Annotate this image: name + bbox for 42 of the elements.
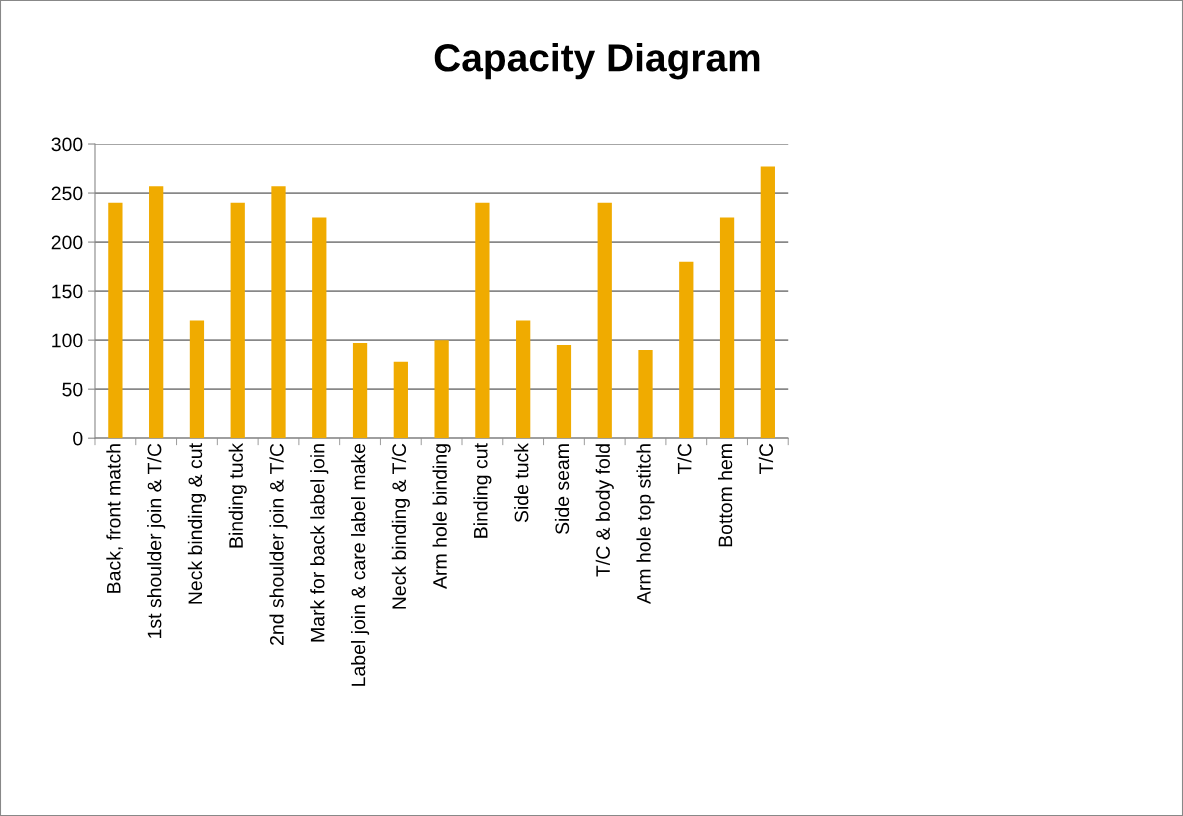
- bar: [312, 217, 327, 439]
- x-tick-label: Side tuck: [514, 443, 529, 523]
- x-tick-label: Binding tuck: [228, 443, 247, 548]
- x-tick-label: Back, front match: [106, 444, 123, 593]
- x-tick-label: T/C & body fold: [595, 444, 614, 577]
- y-tick-label: 100: [52, 333, 83, 348]
- x-tick-label: Neck binding & T/C: [391, 443, 410, 609]
- bar: [719, 217, 735, 439]
- x-tick-label: Binding cut: [473, 443, 492, 538]
- x-tick-label: Arm hole top stitch: [636, 444, 655, 605]
- x-tick-label: Arm hole binding: [432, 444, 451, 589]
- bar: [271, 186, 286, 439]
- x-tick-label: Label join & care label make: [350, 443, 370, 686]
- bar: [108, 202, 123, 439]
- y-tick-label: 250: [51, 186, 83, 201]
- bar: [352, 343, 368, 439]
- bar: [149, 186, 164, 439]
- y-tick-label: 200: [51, 235, 83, 250]
- chart-title: Capacity Diagram: [434, 42, 760, 80]
- bar: [475, 202, 490, 439]
- x-tick-label: Neck binding & cut: [187, 443, 206, 604]
- y-tick-label: 300: [51, 137, 83, 152]
- y-tick-label: 0: [73, 431, 83, 446]
- y-tick-label: 150: [52, 284, 83, 299]
- bar: [434, 340, 449, 439]
- x-tick-label: Side seam: [554, 444, 570, 535]
- x-tick-label: Bottom hem: [718, 444, 733, 547]
- bar: [679, 261, 694, 439]
- x-tick-label: T/C: [758, 443, 774, 474]
- bar: [638, 349, 653, 439]
- x-tick-label: 1st shoulder join & T/C: [147, 443, 166, 638]
- bar: [189, 320, 205, 439]
- bar: [556, 345, 572, 439]
- bar: [230, 202, 245, 439]
- bar: [760, 166, 775, 439]
- bar: [393, 361, 408, 439]
- bar: [597, 202, 612, 439]
- x-tick-label: Mark for back label join: [310, 444, 329, 642]
- x-tick-label: 2nd shoulder join & T/C: [269, 443, 288, 645]
- y-tick-label: 50: [62, 382, 83, 397]
- x-tick-label: T/C: [677, 443, 692, 474]
- bar: [516, 320, 531, 439]
